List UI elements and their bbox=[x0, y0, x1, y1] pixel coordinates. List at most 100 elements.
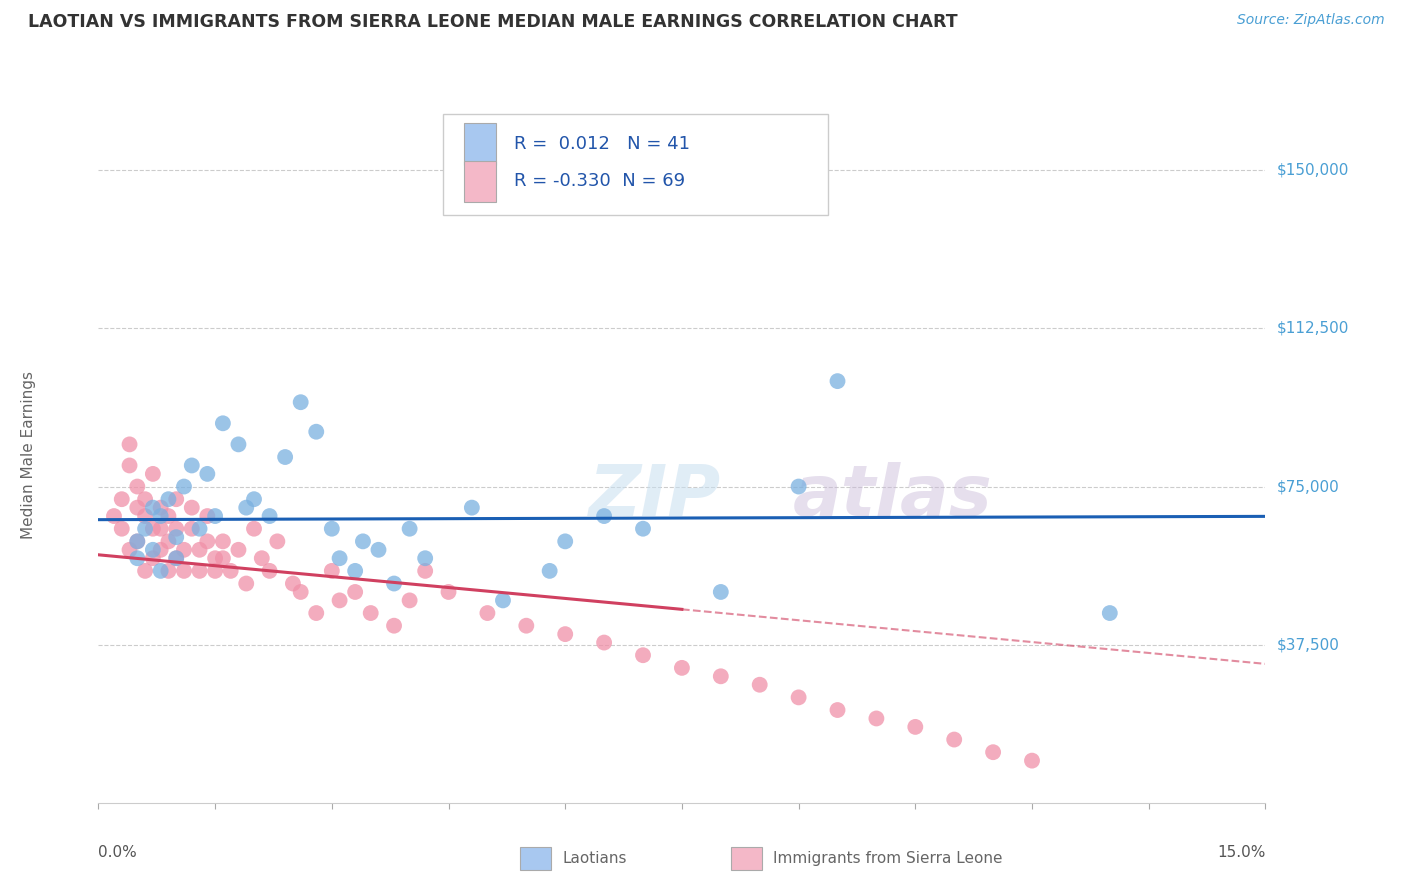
Point bbox=[748, 678, 770, 692]
Point bbox=[492, 593, 515, 607]
Point bbox=[329, 593, 352, 607]
Point bbox=[212, 417, 235, 431]
Point bbox=[250, 551, 273, 566]
Point bbox=[142, 551, 165, 566]
Text: $37,500: $37,500 bbox=[1277, 637, 1340, 652]
Point bbox=[134, 492, 156, 507]
Point bbox=[142, 467, 165, 481]
Text: Median Male Earnings: Median Male Earnings bbox=[21, 371, 37, 539]
Point bbox=[127, 534, 149, 549]
Point bbox=[515, 618, 537, 632]
Point bbox=[149, 509, 172, 524]
Point bbox=[290, 585, 312, 599]
Text: LAOTIAN VS IMMIGRANTS FROM SIERRA LEONE MEDIAN MALE EARNINGS CORRELATION CHART: LAOTIAN VS IMMIGRANTS FROM SIERRA LEONE … bbox=[28, 13, 957, 31]
Point bbox=[127, 500, 149, 515]
Point bbox=[195, 467, 218, 481]
Point bbox=[228, 542, 250, 557]
Point bbox=[243, 522, 266, 536]
Point bbox=[398, 522, 420, 536]
Point bbox=[413, 551, 436, 566]
Point bbox=[367, 542, 389, 557]
Text: R = -0.330  N = 69: R = -0.330 N = 69 bbox=[513, 172, 685, 191]
Point bbox=[157, 534, 180, 549]
Point bbox=[290, 395, 312, 409]
Point bbox=[321, 522, 343, 536]
Point bbox=[188, 522, 211, 536]
Point bbox=[865, 711, 887, 725]
Point bbox=[127, 534, 149, 549]
Point bbox=[173, 479, 195, 493]
Point bbox=[827, 374, 849, 388]
Point bbox=[259, 564, 281, 578]
Point bbox=[554, 627, 576, 641]
Bar bbox=[464, 161, 496, 202]
Point bbox=[243, 492, 266, 507]
Point bbox=[593, 635, 616, 649]
Point bbox=[111, 492, 134, 507]
Point bbox=[631, 522, 654, 536]
Text: $112,500: $112,500 bbox=[1277, 321, 1348, 336]
Point bbox=[305, 425, 328, 439]
Point bbox=[710, 585, 733, 599]
Point bbox=[235, 500, 257, 515]
Point bbox=[149, 564, 172, 578]
Point bbox=[111, 522, 134, 536]
Point bbox=[118, 437, 141, 451]
Point bbox=[142, 522, 165, 536]
Point bbox=[1021, 754, 1043, 768]
Text: Source: ZipAtlas.com: Source: ZipAtlas.com bbox=[1237, 13, 1385, 28]
Point bbox=[413, 564, 436, 578]
Point bbox=[352, 534, 374, 549]
Point bbox=[118, 542, 141, 557]
Point bbox=[266, 534, 288, 549]
Point bbox=[204, 551, 226, 566]
Point bbox=[538, 564, 561, 578]
Point bbox=[180, 458, 202, 473]
Point bbox=[593, 509, 616, 524]
Point bbox=[142, 542, 165, 557]
Point bbox=[134, 522, 156, 536]
Point bbox=[165, 530, 187, 544]
Point bbox=[173, 564, 195, 578]
Point bbox=[180, 500, 202, 515]
Point bbox=[631, 648, 654, 663]
Point bbox=[149, 500, 172, 515]
Point bbox=[344, 564, 367, 578]
Point bbox=[461, 500, 484, 515]
Point bbox=[188, 564, 211, 578]
Point bbox=[149, 522, 172, 536]
Point bbox=[165, 551, 187, 566]
Point bbox=[212, 551, 235, 566]
Point bbox=[157, 509, 180, 524]
Point bbox=[204, 509, 226, 524]
Point bbox=[195, 509, 218, 524]
Point bbox=[281, 576, 304, 591]
Point bbox=[259, 509, 281, 524]
Point bbox=[943, 732, 966, 747]
Point bbox=[127, 551, 149, 566]
Point bbox=[228, 437, 250, 451]
Point bbox=[981, 745, 1004, 759]
Text: ZIP: ZIP bbox=[589, 462, 721, 531]
Point bbox=[787, 690, 810, 705]
Point bbox=[554, 534, 576, 549]
Point bbox=[382, 618, 405, 632]
Point bbox=[219, 564, 242, 578]
Point bbox=[477, 606, 499, 620]
Point bbox=[305, 606, 328, 620]
Point bbox=[118, 458, 141, 473]
Point bbox=[188, 542, 211, 557]
Point bbox=[212, 534, 235, 549]
Point bbox=[180, 522, 202, 536]
Point bbox=[127, 479, 149, 493]
Point bbox=[142, 500, 165, 515]
Point bbox=[165, 492, 187, 507]
Text: 0.0%: 0.0% bbox=[98, 845, 138, 860]
Text: $75,000: $75,000 bbox=[1277, 479, 1340, 494]
Text: Laotians: Laotians bbox=[562, 851, 627, 866]
Point bbox=[103, 509, 125, 524]
Point bbox=[904, 720, 927, 734]
Point bbox=[437, 585, 460, 599]
Point bbox=[827, 703, 849, 717]
Point bbox=[134, 509, 156, 524]
